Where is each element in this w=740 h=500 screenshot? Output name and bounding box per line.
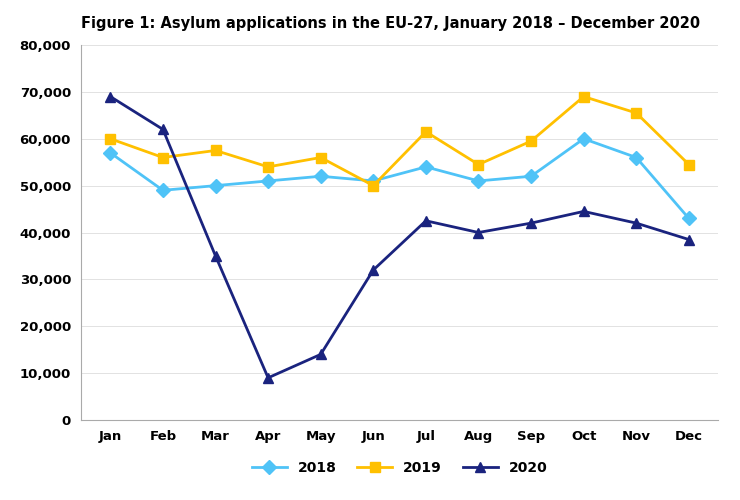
2018 — [579, 136, 588, 142]
2019 — [263, 164, 272, 170]
Line: 2019: 2019 — [106, 92, 693, 190]
2019 — [211, 148, 220, 154]
2019 — [158, 154, 167, 160]
2020 — [263, 375, 272, 381]
2020 — [316, 352, 325, 358]
2018 — [684, 216, 693, 222]
2020 — [369, 267, 377, 273]
2019 — [422, 128, 431, 134]
2020 — [422, 218, 431, 224]
2020 — [579, 208, 588, 214]
2019 — [106, 136, 115, 142]
2020 — [106, 94, 115, 100]
2018 — [211, 182, 220, 188]
Legend: 2018, 2019, 2020: 2018, 2019, 2020 — [246, 456, 553, 480]
2018 — [527, 174, 536, 180]
2018 — [316, 174, 325, 180]
2018 — [632, 154, 641, 160]
Line: 2018: 2018 — [106, 134, 693, 224]
2018 — [369, 178, 377, 184]
2018 — [158, 188, 167, 194]
2019 — [474, 162, 483, 168]
2018 — [474, 178, 483, 184]
2019 — [684, 162, 693, 168]
2020 — [474, 230, 483, 235]
2019 — [316, 154, 325, 160]
Line: 2020: 2020 — [106, 92, 693, 383]
2019 — [579, 94, 588, 100]
2018 — [263, 178, 272, 184]
2020 — [527, 220, 536, 226]
2018 — [422, 164, 431, 170]
2018 — [106, 150, 115, 156]
Text: Figure 1: Asylum applications in the EU-27, January 2018 – December 2020: Figure 1: Asylum applications in the EU-… — [81, 16, 701, 32]
2020 — [158, 126, 167, 132]
2020 — [211, 253, 220, 259]
2019 — [369, 182, 377, 188]
2019 — [527, 138, 536, 144]
2019 — [632, 110, 641, 116]
2020 — [632, 220, 641, 226]
2020 — [684, 236, 693, 242]
